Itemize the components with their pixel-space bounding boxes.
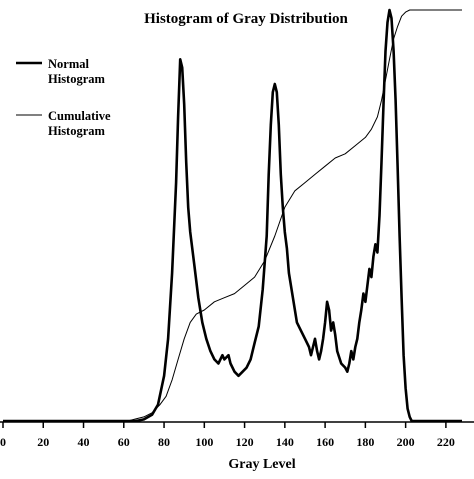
x-tick-label: 200 bbox=[397, 435, 415, 449]
x-tick-label: 180 bbox=[356, 435, 374, 449]
legend-label: Cumulative bbox=[48, 109, 111, 123]
x-tick-label: 100 bbox=[195, 435, 213, 449]
x-ticks: 0 20 40 60 80 100 120 140 160 180 200 220 bbox=[0, 422, 455, 449]
x-tick-label: 40 bbox=[78, 435, 90, 449]
x-tick-label: 120 bbox=[236, 435, 254, 449]
normal-histogram-line bbox=[3, 8, 462, 423]
x-tick-label: 0 bbox=[0, 435, 6, 449]
x-axis-label: Gray Level bbox=[228, 457, 295, 472]
x-tick-label: 60 bbox=[118, 435, 130, 449]
legend-label: Histogram bbox=[48, 72, 106, 86]
chart-title: Histogram of Gray Distribution bbox=[144, 11, 348, 27]
x-tick-label: 20 bbox=[37, 435, 49, 449]
x-tick-label: 160 bbox=[316, 435, 334, 449]
cumulative-histogram-line bbox=[3, 9, 462, 422]
x-tick-label: 80 bbox=[158, 435, 170, 449]
x-tick-label: 220 bbox=[437, 435, 455, 449]
legend-label: Histogram bbox=[48, 124, 106, 138]
legend-label: Normal bbox=[48, 57, 89, 71]
plot-lines bbox=[3, 8, 462, 423]
x-tick-label: 140 bbox=[276, 435, 294, 449]
